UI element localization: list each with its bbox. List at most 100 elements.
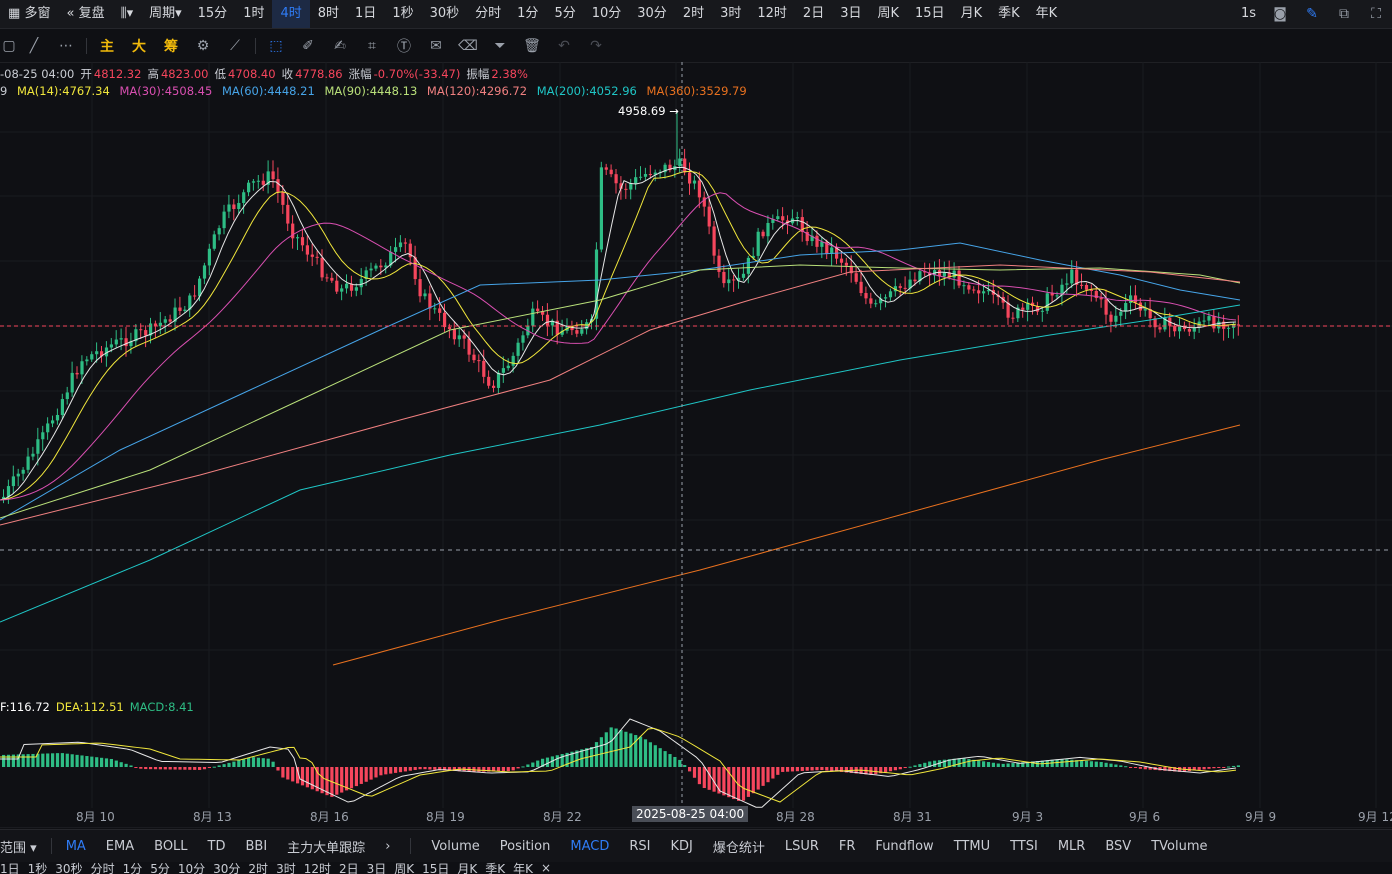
tab-ema[interactable]: EMA [105,838,135,854]
more-icon[interactable]: ⋯ [59,38,73,54]
tab-td[interactable]: TD [207,838,226,854]
cursor-icon[interactable]: ⬚ [269,38,283,54]
btf[interactable]: 3时 [276,862,296,874]
btf[interactable]: 分时 [90,862,115,874]
camera-icon[interactable]: ◙ [1273,6,1287,22]
tf-8h[interactable]: 8时 [317,6,340,21]
btf[interactable]: 2日 [338,862,359,874]
popout-icon[interactable]: ⧉ [1339,6,1349,22]
tf-1s[interactable]: 1秒 [392,6,414,21]
period-dropdown[interactable]: 周期▾ [149,6,182,21]
pencil-icon[interactable]: ✎ [1306,6,1318,22]
chart-type-button[interactable]: ⫼▾ [120,6,134,21]
tf-1h[interactable]: 1时 [243,6,265,21]
tf-timeshare[interactable]: 分时 [475,6,502,21]
tf-quarter[interactable]: 季K [998,6,1020,21]
candle-body [467,338,471,355]
tf-10m[interactable]: 10分 [591,6,622,21]
magnet-icon[interactable]: ⚙ [196,38,210,54]
multi-window-button[interactable]: ▦ 多窗 [8,6,51,21]
big-order-button[interactable]: 大 [132,39,146,55]
tf-week[interactable]: 周K [877,6,900,21]
btf[interactable]: 周K [394,862,415,874]
chevron-right-icon[interactable]: › [385,838,391,854]
tf-3h[interactable]: 3时 [720,6,742,21]
price-chart[interactable] [0,62,1392,828]
note-icon[interactable]: ✉ [430,38,442,54]
tab-fundflow[interactable]: Fundflow [875,838,934,854]
text-icon[interactable]: Ⓣ [397,39,411,55]
btf[interactable]: 1分 [122,862,143,874]
brush-icon[interactable]: ✍ [334,38,346,54]
main-force-button[interactable]: 主 [100,39,114,55]
redo-icon[interactable]: ↷ [590,38,602,54]
macd-bar [144,767,148,770]
btf[interactable]: 2时 [248,862,269,874]
btf[interactable]: 5分 [150,862,170,874]
tab-volume[interactable]: Volume [431,838,480,854]
tab-lsur[interactable]: LSUR [784,838,819,854]
tf-12h[interactable]: 12时 [757,6,787,21]
tf-1m[interactable]: 1分 [517,6,539,21]
tf-year[interactable]: 年K [1035,6,1058,21]
interval-1s-label[interactable]: 1s [1240,6,1256,21]
tab-bbi[interactable]: BBI [245,838,268,854]
tf-30m[interactable]: 30分 [637,6,667,21]
tf-4h[interactable]: 4时 [272,0,310,28]
rectangle-icon[interactable]: ▢ [2,38,16,54]
tf-15d[interactable]: 15日 [915,6,945,21]
close-icon[interactable]: × [541,862,552,874]
tf-month[interactable]: 月K [960,6,983,21]
tab-ttsi[interactable]: TTSI [1010,838,1038,854]
macd-bar [565,752,569,767]
tab-fr[interactable]: FR [838,838,856,854]
tab-mlr[interactable]: MLR [1057,838,1086,854]
tab-position[interactable]: Position [499,838,551,854]
candle-body [928,272,932,276]
range-dropdown[interactable]: 范围 ▾ [0,840,37,856]
tab-main-order[interactable]: 主力大单跟踪 [287,840,366,856]
btf[interactable]: 3日 [366,862,387,874]
tf-30s[interactable]: 30秒 [429,6,460,21]
replay-button[interactable]: « 复盘 [66,6,105,21]
btf[interactable]: 1日 [0,862,20,874]
btf[interactable]: 10分 [177,862,206,874]
tab-ttmu[interactable]: TTMU [953,838,991,854]
tf-1d[interactable]: 1日 [355,6,377,21]
pattern-icon[interactable]: ⌗ [368,38,376,54]
tf-5m[interactable]: 5分 [554,6,576,21]
tf-3d[interactable]: 3日 [840,6,862,21]
tab-bsv[interactable]: BSV [1105,838,1132,854]
candle-body [511,355,515,366]
line-icon[interactable]: ╱ [29,38,39,54]
tf-2d[interactable]: 2日 [802,6,825,21]
btf[interactable]: 30秒 [55,862,83,874]
chips-button[interactable]: 筹 [164,39,178,55]
tf-15m[interactable]: 15分 [197,6,228,21]
tab-boll[interactable]: BOLL [154,838,188,854]
candle-body [492,385,496,388]
btf[interactable]: 月K [457,862,478,874]
btf[interactable]: 15日 [422,862,450,874]
tab-ma[interactable]: MA [65,838,86,854]
eraser-icon[interactable]: ⌫ [458,38,478,54]
filter-icon[interactable]: ⏷ [494,38,506,54]
trash-icon[interactable]: 🗑 [523,38,541,54]
fullscreen-icon[interactable]: ⛶ [1371,6,1381,22]
tab-kdj[interactable]: KDJ [670,838,693,854]
tab-rsi[interactable]: RSI [629,838,651,854]
btf[interactable]: 12时 [303,862,331,874]
tf-2h[interactable]: 2时 [682,6,705,21]
undo-icon[interactable]: ↶ [558,38,570,54]
tab-liquidation[interactable]: 爆仓统计 [712,840,765,856]
measure-icon[interactable]: ⟋ [230,38,240,54]
btf[interactable]: 季K [485,862,506,874]
btf[interactable]: 1秒 [27,862,48,874]
tab-tvolume[interactable]: TVolume [1151,838,1208,854]
btf[interactable]: 年K [513,862,534,874]
macd-bar [521,766,525,768]
tab-macd[interactable]: MACD [570,838,610,854]
btf[interactable]: 30分 [213,862,241,874]
ruler-icon[interactable]: ✐ [302,38,314,54]
candle-body [349,283,354,291]
